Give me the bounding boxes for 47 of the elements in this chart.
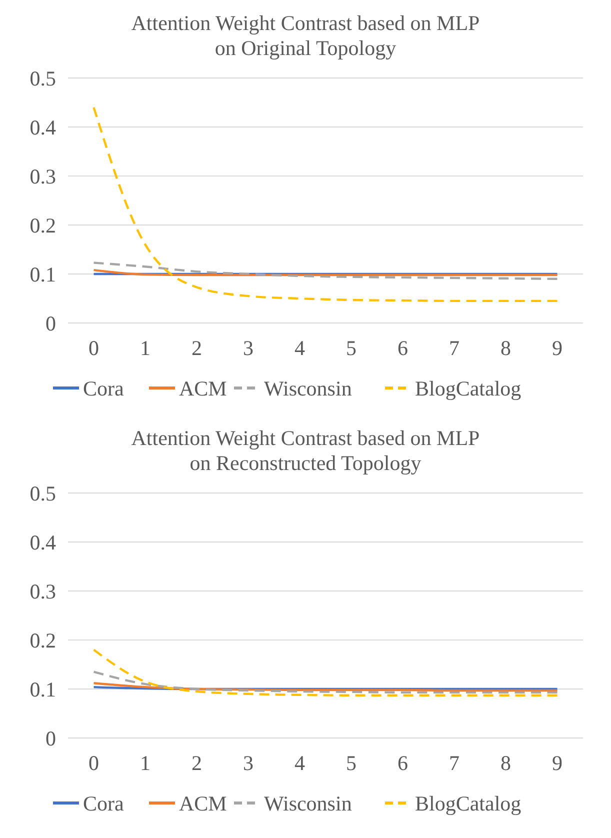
x-tick-label: 3 [243, 751, 254, 775]
x-tick-label: 1 [140, 751, 150, 775]
line-series [92, 106, 558, 302]
legend-label: Cora [83, 791, 124, 816]
y-tick-label: 0.1 [30, 262, 56, 286]
legend-label: Cora [83, 376, 124, 400]
legend-label: Wisconsin [264, 791, 352, 816]
y-tick-label: 0.1 [30, 677, 56, 702]
y-tick-label: 0 [46, 311, 56, 336]
y-tick-label: 0.4 [30, 530, 56, 554]
line-series [92, 682, 558, 692]
x-tick-label: 2 [192, 751, 202, 775]
x-tick-label: 9 [552, 751, 562, 775]
chart-title: Attention Weight Contrast based on MLP on Reconstructed Topology [131, 426, 480, 475]
x-tick-label: 5 [346, 751, 356, 775]
y-tick-label: 0.3 [30, 579, 56, 604]
y-tick-label: 0.4 [30, 115, 56, 140]
x-tick-label: 4 [294, 336, 306, 360]
x-tick-label: 0 [88, 336, 99, 360]
y-tick-label: 0 [46, 726, 56, 750]
x-tick-label: 5 [346, 336, 356, 360]
x-tick-label: 7 [449, 336, 460, 360]
x-tick-label: 3 [243, 336, 254, 360]
y-tick-label: 0.5 [30, 481, 56, 506]
x-tick-label: 9 [552, 336, 562, 360]
line-series [92, 262, 558, 280]
legend-label: Wisconsin [264, 376, 352, 400]
x-tick-label: 1 [140, 336, 150, 360]
x-tick-label: 4 [294, 751, 306, 775]
x-tick-label: 8 [500, 751, 511, 775]
y-tick-label: 0.2 [30, 628, 56, 652]
legend-label: ACM [179, 376, 228, 400]
line-series [92, 670, 558, 694]
x-tick-label: 6 [398, 751, 408, 775]
line-series [92, 648, 558, 696]
x-tick-label: 8 [500, 336, 511, 360]
legend-label: BlogCatalog [415, 791, 522, 816]
y-tick-label: 0.3 [30, 164, 56, 188]
y-tick-label: 0.5 [30, 66, 56, 90]
y-tick-label: 0.2 [30, 213, 56, 238]
legend-label: ACM [179, 791, 228, 816]
chart-title: Attention Weight Contrast based on MLP on Original Topology [131, 11, 480, 60]
x-tick-label: 7 [449, 751, 460, 775]
x-tick-label: 6 [398, 336, 408, 360]
x-tick-label: 2 [192, 336, 202, 360]
x-tick-label: 0 [88, 751, 99, 775]
legend-label: BlogCatalog [415, 376, 522, 400]
